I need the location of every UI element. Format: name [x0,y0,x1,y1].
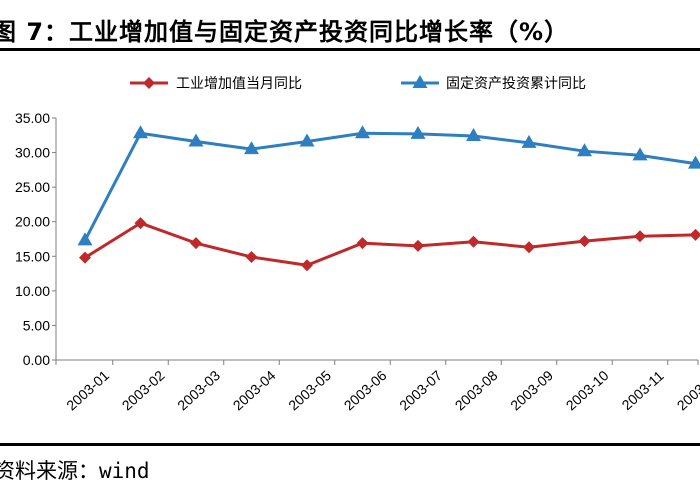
data-point-diamond [634,230,646,243]
data-point-triangle [188,133,204,147]
y-tick-label: 30.00 [15,145,50,161]
data-point-diamond [190,237,202,250]
source-label: 资料来源： [0,459,99,483]
y-tick-label: 10.00 [15,283,50,299]
legend-label: 固定资产投资累计同比 [446,76,586,92]
data-point-diamond [689,228,700,241]
x-tick-label: 2003-10 [563,367,612,413]
data-point-triangle [466,127,481,141]
legend-label: 工业增加值当月同比 [176,76,302,92]
legend-marker-triangle [412,75,428,88]
y-tick-label: 25.00 [15,179,50,195]
data-point-triangle [521,134,537,148]
data-point-diamond [467,235,480,248]
data-point-triangle [632,147,648,161]
x-tick-label: 2003-06 [341,367,390,413]
data-point-triangle [133,125,148,139]
data-point-triangle [299,133,315,147]
figure-title: 图 7：工业增加值与固定资产投资同比增长率（%） [0,18,570,46]
data-point-triangle [355,125,370,139]
data-point-diamond [578,235,591,248]
x-tick-label: 2003-02 [119,367,168,413]
data-point-diamond [301,259,313,272]
data-point-diamond [245,250,258,263]
series-group [77,125,700,272]
x-tick-label: 2003-01 [63,367,112,413]
y-axis: 0.00 5.00 10.00 15.00 20.00 25.00 30.00 35.00 [15,110,57,368]
y-tick-label: 15.00 [15,248,50,264]
data-point-diamond [79,251,91,264]
data-point-triangle [244,141,259,155]
bottom-rule [0,443,700,446]
data-point-diamond [412,239,424,252]
x-tick-label: 2003-04 [230,367,279,413]
y-tick-label: 5.00 [23,317,50,333]
data-point-diamond [523,241,535,254]
x-tick-label: 2003-11 [619,367,667,413]
top-rule [0,48,700,51]
legend-marker-diamond [143,77,155,89]
data-point-diamond [134,217,147,230]
data-point-triangle [410,125,426,139]
x-tick-label: 2003-03 [174,367,223,413]
data-point-triangle [77,232,93,246]
series-line [83,131,696,242]
data-point-triangle [688,155,700,169]
data-point-diamond [356,237,369,250]
x-axis: 2003-01 2003-02 2003-03 2003-04 2003-05 2003-… [55,359,700,413]
y-tick-label: 20.00 [15,214,50,230]
x-tick-label: 2003-07 [396,367,445,413]
source-value: wind [99,459,150,483]
series-line [84,221,696,267]
data-point-triangle [577,143,592,157]
chart-legend: 工业增加值当月同比 固定资产投资累计同比 [130,75,586,92]
x-tick-label: 2003-08 [452,367,501,413]
x-tick-label: 2003-12 [674,367,700,413]
x-tick-label: 2003-05 [285,367,334,413]
y-tick-label: 35.00 [15,110,50,126]
y-tick-label: 0.00 [23,352,50,368]
source-note: 资料来源：wind [0,455,150,485]
x-tick-label: 2003-09 [507,367,556,413]
